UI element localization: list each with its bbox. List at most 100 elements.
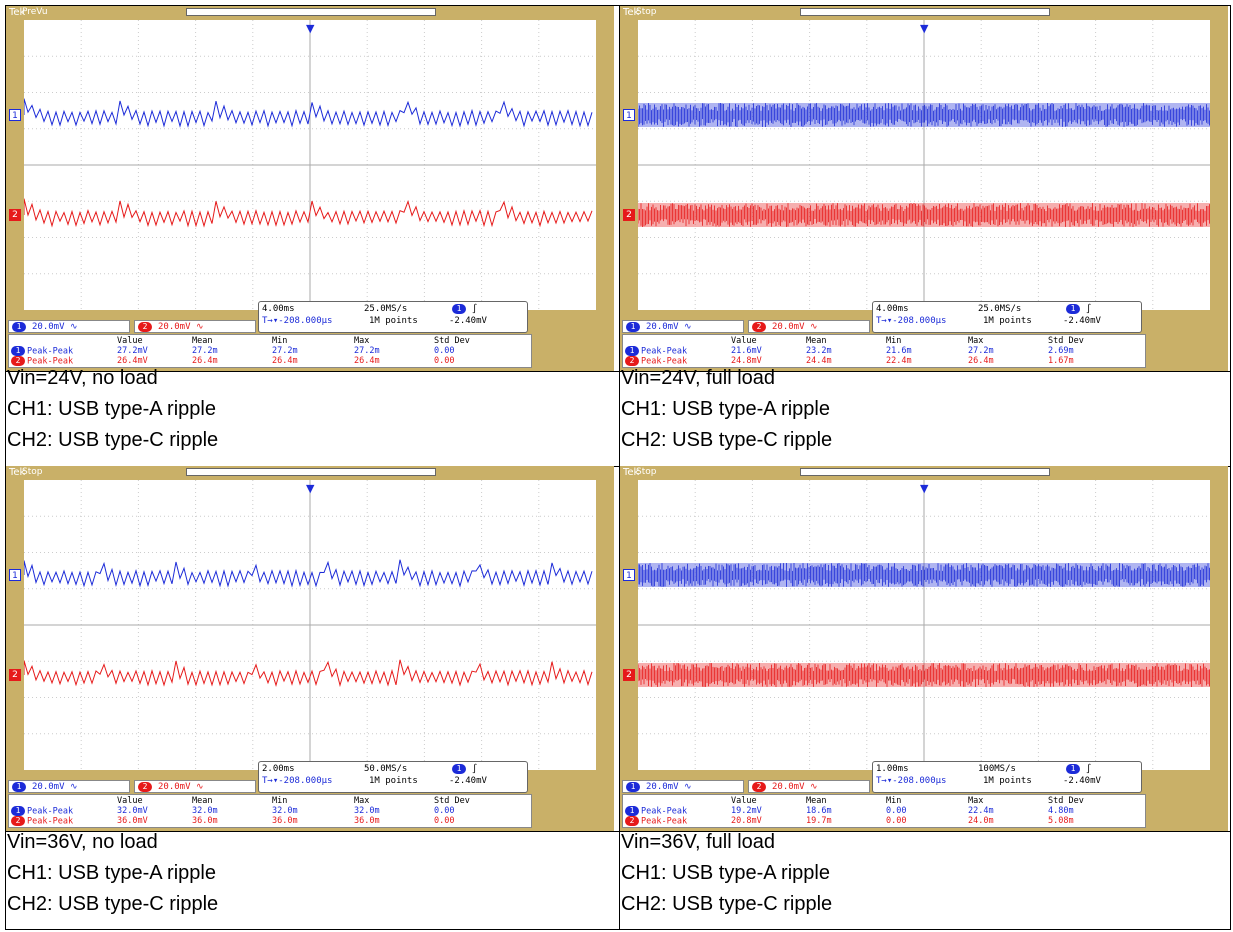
- measurement-row-label: 2 Peak-Peak: [625, 816, 687, 827]
- trigger-position: T→▾-208.000µs: [262, 776, 333, 786]
- measurement-value: 19.7m: [806, 816, 832, 826]
- caption-line: CH1: USB type-A ripple: [621, 862, 830, 884]
- measurement-value: 2.69m: [1048, 346, 1074, 356]
- brand-label: Tek: [9, 7, 26, 18]
- scope-readout: 1 20.0mV ∿ 2 20.0mV ∿ 2.00ms 50.0MS/s 1 ∫ T…: [6, 761, 614, 831]
- measurement-header: Max: [354, 796, 370, 806]
- brand-label: Tek: [623, 7, 640, 18]
- measurement-row-label: 2 Peak-Peak: [11, 356, 73, 367]
- ch1-badge: 1: [452, 304, 466, 314]
- scope-readout: 1 20.0mV ∿ 2 20.0mV ∿ 1.00ms 100MS/s 1 ∫ T→…: [620, 761, 1228, 831]
- sample-rate: 100MS/s: [978, 764, 1016, 774]
- ch1-scale: 20.0mV: [32, 322, 65, 332]
- caption-line: CH1: USB type-A ripple: [621, 398, 830, 420]
- trigger-source: 1 ∫: [449, 764, 477, 776]
- ch1-ground-marker: 1: [9, 109, 21, 121]
- ch1-badge: 1: [626, 321, 640, 332]
- record-view-bar: [800, 468, 1050, 476]
- measurement-header: Max: [968, 336, 984, 346]
- measurement-value: 36.0m: [354, 816, 380, 826]
- measurement-value: 36.0m: [192, 816, 218, 826]
- measurement-value: 4.80m: [1048, 806, 1074, 816]
- measurement-value: 32.0mV: [117, 806, 148, 816]
- ch2-scale: 20.0mV: [158, 782, 191, 792]
- trigger-source: 1 ∫: [1063, 304, 1091, 316]
- ch2-waveform: [638, 203, 1210, 227]
- caption-line: CH2: USB type-C ripple: [621, 893, 833, 915]
- ch1-badge: 1: [626, 781, 640, 792]
- measurement-value: 5.08m: [1048, 816, 1074, 826]
- measurement-value: 27.2m: [192, 346, 218, 356]
- measurement-value: 26.4m: [192, 356, 218, 366]
- ch1-badge: 1: [12, 781, 26, 792]
- ch1-ground-marker: 1: [623, 569, 635, 581]
- table-divider: [6, 466, 1230, 467]
- sample-rate: 50.0MS/s: [364, 764, 408, 774]
- ch2-badge: 2: [11, 816, 25, 826]
- ch2-scale-readout: 2 20.0mV ∿: [134, 780, 256, 793]
- ch2-scale-readout: 2 20.0mV ∿: [134, 320, 256, 333]
- record-view-bar: [800, 8, 1050, 16]
- ch2-badge: 2: [625, 356, 639, 366]
- trigger-level: -2.40mV: [449, 776, 487, 786]
- table-divider: [6, 831, 1230, 832]
- caption-line: CH2: USB type-C ripple: [7, 429, 219, 451]
- measurement-header: Min: [886, 336, 902, 346]
- oscilloscope-panel: Tek Stop ▼ 1 20.0mV ∿ 2 20.0mV ∿ 2.00ms 50…: [6, 466, 614, 831]
- trigger-marker-icon: ▼: [920, 22, 929, 35]
- record-view-bar: [186, 468, 436, 476]
- bandwidth-icon: ∿: [195, 322, 204, 332]
- ch2-waveform: [638, 663, 1210, 687]
- ch2-ground-marker: 2: [623, 669, 635, 681]
- oscilloscope-panel: Tek Stop ▼ 1 20.0mV ∿ 2 20.0mV ∿ 1.00ms 10…: [620, 466, 1228, 831]
- ch1-waveform: [638, 563, 1210, 587]
- measurement-type: Peak-Peak: [27, 356, 74, 367]
- ch2-ground-marker: 2: [9, 209, 21, 221]
- measurement-header: Value: [731, 336, 757, 346]
- acquisition-status: Stop: [636, 7, 657, 17]
- ch1-badge: 1: [12, 321, 26, 332]
- measurement-value: 0.00: [886, 816, 907, 826]
- measurement-value: 27.2mV: [117, 346, 148, 356]
- ch2-scale-readout: 2 20.0mV ∿: [748, 320, 870, 333]
- bandwidth-icon: ∿: [195, 782, 204, 792]
- trigger-marker-icon: ▼: [306, 482, 315, 495]
- measurement-type: Peak-Peak: [641, 806, 688, 817]
- measurement-value: 26.4m: [272, 356, 298, 366]
- trigger-marker-icon: ▼: [306, 22, 315, 35]
- oscilloscope-panel: Tek Stop ▼ 1 20.0mV ∿ 2 20.0mV ∿ 4.00ms 25…: [620, 6, 1228, 371]
- trigger-position-value: -208.000µs: [278, 316, 333, 326]
- timebase-readout: 2.00ms 50.0MS/s 1 ∫ T→▾-208.000µs 1M poin…: [258, 761, 528, 793]
- record-view-bar: [186, 8, 436, 16]
- ch1-scale-readout: 1 20.0mV ∿: [8, 320, 130, 333]
- measurement-value: 27.2m: [354, 346, 380, 356]
- ch2-badge: 2: [11, 356, 25, 366]
- ch1-waveform: [638, 103, 1210, 127]
- measurement-value: 0.00: [434, 346, 455, 356]
- measurement-row-label: 1 Peak-Peak: [625, 806, 687, 817]
- waveform-svg: ▼: [638, 480, 1210, 770]
- measurement-value: 22.4m: [886, 356, 912, 366]
- waveform-svg: ▼: [638, 20, 1210, 310]
- measurement-value: 0.00: [434, 806, 455, 816]
- trigger-position-value: -208.000µs: [892, 776, 947, 786]
- measurement-header: Min: [272, 796, 288, 806]
- ch2-badge: 2: [752, 781, 766, 792]
- measurement-header: Std Dev: [1048, 336, 1084, 346]
- caption-line: Vin=36V, full load: [621, 831, 776, 853]
- trigger-level: -2.40mV: [1063, 776, 1101, 786]
- ch1-badge: 1: [1066, 304, 1080, 314]
- measurement-value: 36.0mV: [117, 816, 148, 826]
- caption-line: Vin=24V, full load: [621, 367, 776, 389]
- trigger-source: 1 ∫: [449, 304, 477, 316]
- measurement-value: 19.2mV: [731, 806, 762, 816]
- ch1-scale-readout: 1 20.0mV ∿: [622, 320, 744, 333]
- timebase-readout: 4.00ms 25.0MS/s 1 ∫ T→▾-208.000µs 1M poin…: [258, 301, 528, 333]
- measurement-row-label: 1 Peak-Peak: [11, 806, 73, 817]
- ch1-scale: 20.0mV: [32, 782, 65, 792]
- trigger-marker-icon: ▼: [920, 482, 929, 495]
- ch2-ground-marker: 2: [9, 669, 21, 681]
- ch2-ground-marker: 2: [623, 209, 635, 221]
- oscilloscope-panel: Tek PreVu ▼ 1 20.0mV ∿ 2 20.0mV ∿ 4.00ms 2…: [6, 6, 614, 371]
- ch2-scale-readout: 2 20.0mV ∿: [748, 780, 870, 793]
